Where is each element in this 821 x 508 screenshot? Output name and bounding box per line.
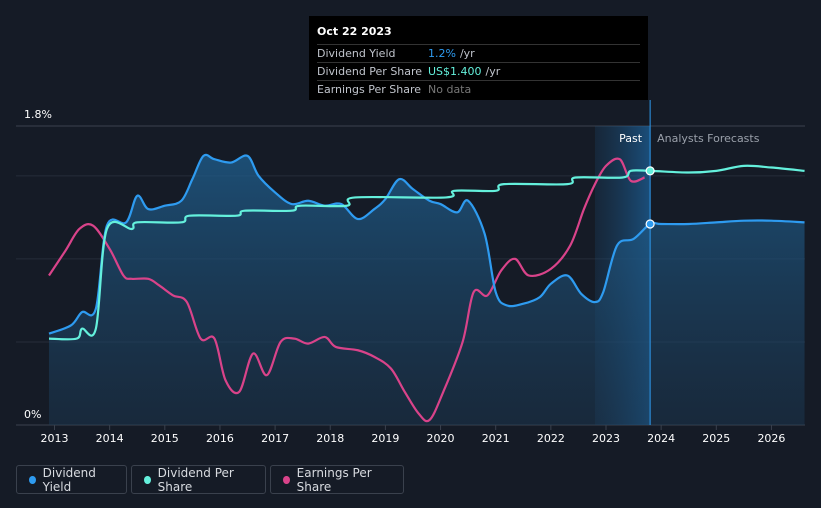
tooltip-row-dividend-yield: Dividend Yield 1.2% /yr — [317, 44, 640, 62]
tooltip-date: Oct 22 2023 — [317, 25, 392, 38]
tooltip-row-earnings-per-share: Earnings Per Share No data — [317, 80, 640, 98]
x-tick-label: 2025 — [702, 432, 730, 445]
x-tick-label: 2023 — [592, 432, 620, 445]
legend-item-dividend-yield[interactable]: Dividend Yield — [16, 465, 127, 494]
x-tick-label: 2024 — [647, 432, 675, 445]
legend-item-dividend-per-share[interactable]: Dividend Per Share — [131, 465, 266, 494]
tooltip-value: US$1.400 — [428, 65, 482, 78]
tooltip-label: Dividend Yield — [317, 47, 396, 60]
marker-dividend-per-share — [645, 166, 655, 176]
x-tick-label: 2018 — [316, 432, 344, 445]
hover-tooltip: Oct 22 2023 Dividend Yield 1.2% /yr Divi… — [309, 16, 648, 100]
x-tick-label: 2026 — [757, 432, 785, 445]
x-tick-label: 2014 — [96, 432, 124, 445]
tooltip-unit: /yr — [459, 47, 475, 60]
legend-dot-icon — [29, 475, 36, 484]
legend-label: Dividend Yield — [42, 465, 96, 494]
x-tick-label: 2016 — [206, 432, 234, 445]
legend-dot-icon — [283, 475, 290, 484]
x-tick-label: 2021 — [482, 432, 510, 445]
legend-item-earnings-per-share[interactable]: Earnings Per Share — [270, 465, 404, 494]
dividend-yield-line — [48, 153, 805, 335]
earnings-per-share-line — [48, 157, 646, 423]
dividend-per-share-line — [48, 164, 805, 341]
x-tick-label: 2017 — [261, 432, 289, 445]
x-tick-label: 2019 — [371, 432, 399, 445]
x-tick-label: 2022 — [537, 432, 565, 445]
tooltip-unit: /yr — [485, 65, 501, 78]
tooltip-value: 1.2% — [428, 47, 456, 60]
legend-label: Dividend Per Share — [157, 465, 234, 494]
x-tick-label: 2015 — [151, 432, 179, 445]
dividend-yield-area — [48, 154, 805, 425]
marker-dividend-yield — [645, 219, 655, 229]
y-axis-top-label: 1.8% — [24, 108, 52, 121]
tooltip-label: Earnings Per Share — [317, 83, 422, 96]
forecast-label: Analysts Forecasts — [657, 132, 760, 145]
past-label: Past — [619, 132, 643, 145]
y-axis-bottom-label: 0% — [24, 408, 41, 421]
tooltip-row-dividend-per-share: Dividend Per Share US$1.400 /yr — [317, 62, 640, 80]
tooltip-label: Dividend Per Share — [317, 65, 423, 78]
x-tick-label: 2013 — [41, 432, 69, 445]
x-tick-label: 2020 — [427, 432, 455, 445]
tooltip-value: No data — [428, 83, 472, 96]
legend-label: Earnings Per Share — [296, 465, 372, 494]
legend-dot-icon — [144, 475, 151, 484]
